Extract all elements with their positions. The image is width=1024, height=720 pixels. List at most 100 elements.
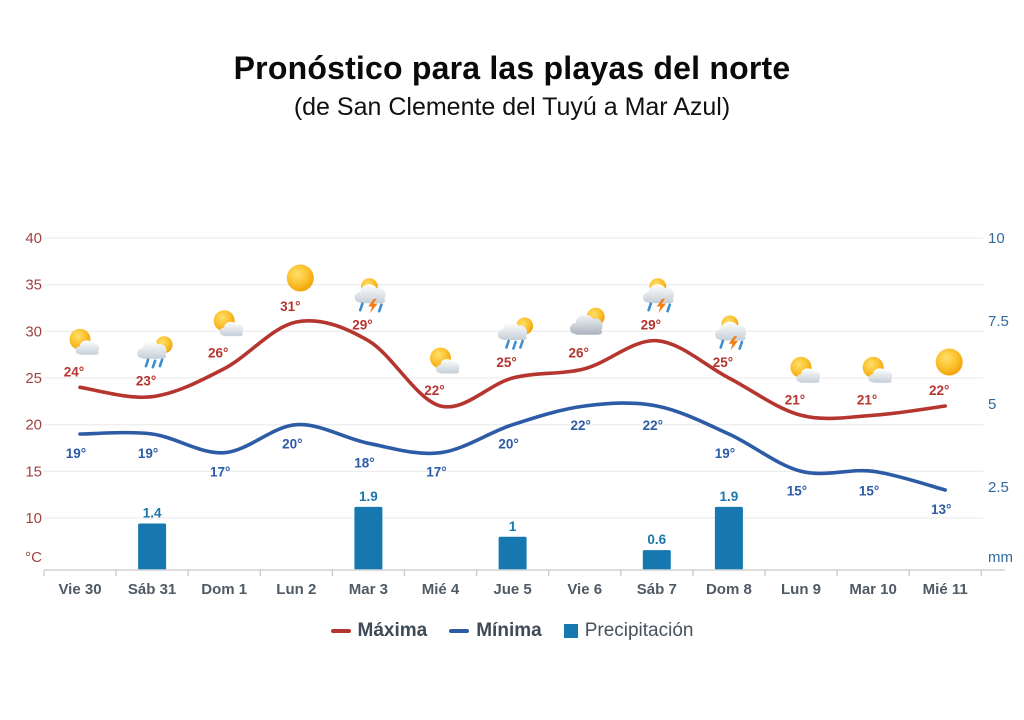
weather-icon-sun xyxy=(935,348,963,376)
min-temp-label: 22° xyxy=(643,418,663,433)
weather-icon-sun-cloud xyxy=(862,356,893,383)
x-axis-label: Sáb 31 xyxy=(128,581,176,598)
rain-icon xyxy=(519,339,524,349)
temp-axis-unit: °C xyxy=(25,549,42,566)
x-axis-label: Lun 2 xyxy=(276,581,316,598)
rain-icon xyxy=(144,358,150,368)
temp-axis-tick-label: 20 xyxy=(25,417,42,434)
weather-icon-rain-sun xyxy=(137,336,173,369)
lightning-icon xyxy=(728,336,739,351)
min-temp-label: 17° xyxy=(210,465,230,480)
lightning-icon xyxy=(656,298,667,314)
precipitacion-bar-swatch xyxy=(563,624,578,638)
weather-icon-sun-cloud xyxy=(69,328,100,355)
precip-bar xyxy=(642,550,671,570)
minima-line xyxy=(78,401,947,492)
page-title: Pronóstico para las playas del norte xyxy=(233,50,791,86)
rain-icon xyxy=(358,302,364,312)
precip-bar xyxy=(138,523,167,570)
cloud-icon xyxy=(868,368,893,383)
rain-icon xyxy=(719,339,725,349)
weather-icon-sun-cloud xyxy=(213,310,244,337)
weather-icon-sun xyxy=(286,264,314,292)
rain-icon xyxy=(666,303,672,313)
page-subtitle: (de San Clemente del Tuyú a Mar Azul) xyxy=(293,93,731,121)
legend-item-minima[interactable]: Mínima xyxy=(449,620,542,642)
chart-titles: Pronóstico para las playas del norte (de… xyxy=(0,50,1024,122)
bar-value-label: 1.9 xyxy=(359,489,378,504)
rain-icon xyxy=(505,339,510,349)
precip-bar xyxy=(354,506,383,570)
bar-value-label: 1 xyxy=(509,519,517,534)
max-temp-label: 29° xyxy=(641,318,661,333)
legend-label-maxima: Máxima xyxy=(357,620,428,641)
precip-bar xyxy=(714,506,743,570)
max-temp-label: 26° xyxy=(208,346,228,361)
weather-icon-storm xyxy=(715,315,747,351)
x-axis-label: Dom 8 xyxy=(706,581,752,598)
precip-bar xyxy=(498,536,527,570)
cloud-icon xyxy=(643,284,675,304)
min-temp-label: 17° xyxy=(426,465,446,480)
temp-axis-tick-label: 40 xyxy=(25,230,42,247)
temp-axis-tick-label: 10 xyxy=(25,510,42,527)
rain-icon xyxy=(512,340,517,350)
bar-value-label: 1.4 xyxy=(143,506,162,521)
cloud-icon xyxy=(436,359,460,374)
x-axis-label: Dom 1 xyxy=(201,581,247,598)
max-temp-label: 25° xyxy=(713,355,733,370)
maxima-line-swatch xyxy=(330,629,351,633)
bar-value-label: 0.6 xyxy=(647,532,666,547)
weather-icon-cloud-sun xyxy=(570,307,605,335)
rain-icon xyxy=(377,303,383,313)
weather-icon-storm xyxy=(643,278,675,314)
chart-legend: Máxima Mínima Precipitación xyxy=(0,620,1024,642)
cloud-icon xyxy=(497,322,528,341)
min-temp-label: 13° xyxy=(931,502,951,517)
legend-item-maxima[interactable]: Máxima xyxy=(330,620,428,642)
min-temp-label: 15° xyxy=(787,483,807,498)
temp-axis-tick-label: 35 xyxy=(25,277,42,294)
max-temp-label: 22° xyxy=(929,383,949,398)
weather-icon-storm xyxy=(354,278,386,314)
maxima-line xyxy=(78,319,947,421)
rain-icon xyxy=(158,358,164,368)
min-temp-label: 22° xyxy=(570,418,590,433)
x-axis-label: Vie 6 xyxy=(567,581,602,598)
min-temp-label: 19° xyxy=(66,446,86,461)
rain-icon xyxy=(151,359,157,369)
x-axis-label: Mié 11 xyxy=(923,581,968,598)
x-axis-label: Mié 4 xyxy=(422,581,460,598)
weather-icon-sun-cloud xyxy=(430,347,460,374)
cloud-icon xyxy=(570,314,603,335)
min-temp-label: 18° xyxy=(354,455,374,470)
rain-icon xyxy=(647,302,653,312)
x-axis-label: Mar 3 xyxy=(349,581,388,598)
sun-icon xyxy=(935,348,963,376)
lightning-icon xyxy=(368,298,378,314)
precip-axis-unit: mm xyxy=(988,549,1013,566)
max-temp-label: 22° xyxy=(424,383,444,398)
legend-label-minima: Mínima xyxy=(476,620,542,641)
precip-axis-tick-label: 10 xyxy=(988,230,1005,247)
cloud-icon xyxy=(219,321,244,337)
max-temp-label: 24° xyxy=(64,364,84,379)
min-temp-label: 20° xyxy=(282,437,302,452)
min-temp-label: 15° xyxy=(859,483,879,498)
legend-item-precipitacion[interactable]: Precipitación xyxy=(563,620,694,642)
max-temp-label: 23° xyxy=(136,374,156,389)
temp-axis-tick-label: 25 xyxy=(25,370,42,387)
minima-line-swatch xyxy=(449,629,470,633)
x-axis-label: Mar 10 xyxy=(849,581,897,598)
weather-icon-rain-sun xyxy=(497,317,534,350)
min-temp-label: 20° xyxy=(498,437,518,452)
precip-axis-tick-label: 2.5 xyxy=(988,479,1009,496)
legend-label-precipitacion: Precipitación xyxy=(584,620,694,641)
cloud-icon xyxy=(715,321,747,341)
max-temp-label: 21° xyxy=(785,392,805,407)
x-axis-label: Vie 30 xyxy=(58,581,101,598)
bar-value-label: 1.9 xyxy=(720,489,739,504)
temp-axis-tick-label: 30 xyxy=(25,323,42,340)
max-temp-label: 29° xyxy=(352,318,372,333)
cloud-icon xyxy=(796,368,821,383)
